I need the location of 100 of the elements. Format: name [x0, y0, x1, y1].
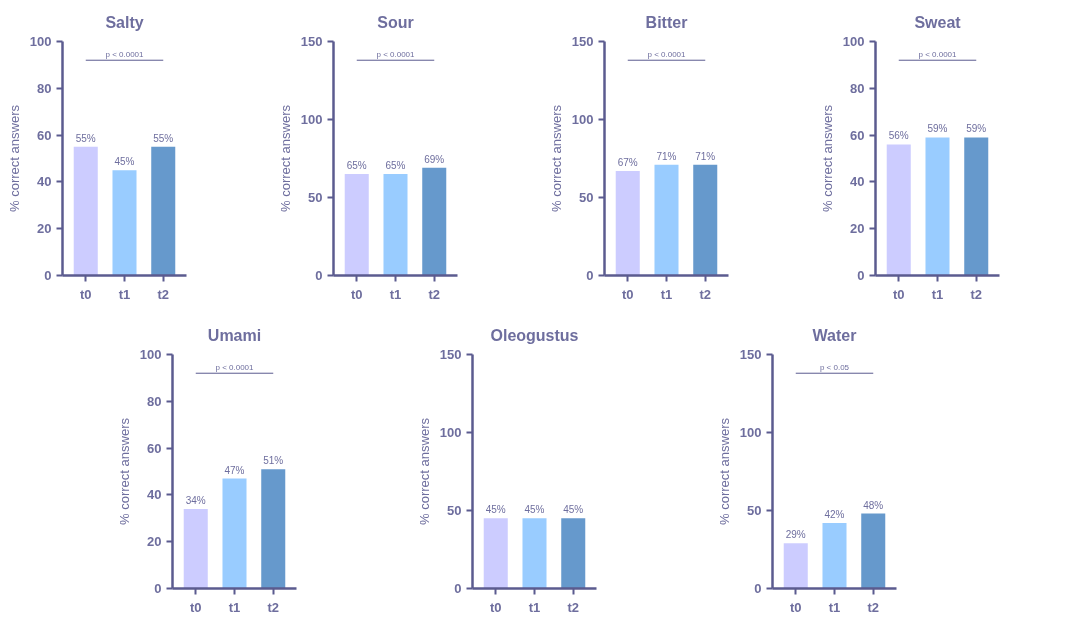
y-tick-label: 50	[447, 503, 462, 518]
y-tick-label: 20	[37, 221, 52, 237]
y-tick-label: 60	[147, 440, 162, 456]
data-label: 65%	[385, 160, 406, 172]
data-label: 34%	[185, 494, 206, 506]
y-tick-label: 0	[44, 268, 52, 283]
x-tick-label: t1	[118, 286, 131, 302]
bar	[222, 478, 247, 589]
y-axis-title: % correct answers	[277, 104, 293, 212]
data-label: 56%	[888, 130, 909, 142]
x-tick-label: t1	[228, 599, 241, 615]
x-tick-label: t0	[489, 599, 502, 615]
x-tick-label: t1	[828, 599, 841, 615]
y-tick-label: 100	[439, 425, 462, 440]
y-tick-label: 0	[857, 268, 865, 283]
y-tick-label: 0	[454, 581, 462, 596]
chart-title: Sour	[377, 13, 414, 31]
data-label: 67%	[617, 156, 638, 168]
data-label: 29%	[785, 529, 806, 541]
y-axis-title: % correct answers	[716, 417, 732, 525]
x-tick-label: t0	[79, 286, 92, 302]
bar	[783, 543, 808, 589]
x-tick-label: t0	[789, 599, 802, 615]
x-tick-label: t1	[389, 286, 402, 302]
y-tick-label: 50	[579, 190, 594, 205]
y-tick-label: 60	[37, 127, 52, 143]
data-label: 55%	[75, 132, 96, 144]
y-tick-label: 100	[842, 34, 865, 49]
x-tick-label: t2	[567, 599, 580, 615]
bar	[822, 522, 847, 589]
x-tick-label: t2	[867, 599, 880, 615]
data-label: 59%	[966, 123, 987, 135]
x-tick-label: t1	[660, 286, 673, 302]
y-tick-label: 0	[754, 581, 762, 596]
y-tick-label: 80	[850, 80, 865, 96]
x-tick-label: t0	[189, 599, 202, 615]
y-tick-label: 80	[37, 80, 52, 96]
y-tick-label: 0	[586, 268, 594, 283]
y-axis-title: % correct answers	[116, 417, 132, 525]
y-tick-label: 100	[139, 347, 162, 362]
x-tick-label: t2	[970, 286, 983, 302]
annotation: p < 0.0001	[215, 363, 255, 373]
data-label: 55%	[153, 132, 174, 144]
y-tick-label: 50	[308, 190, 323, 205]
x-tick-label: t0	[350, 286, 363, 302]
y-tick-label: 0	[154, 581, 162, 596]
y-tick-label: 100	[300, 112, 323, 127]
y-tick-label: 100	[571, 112, 594, 127]
annotation: p < 0.0001	[918, 50, 958, 60]
y-tick-label: 150	[439, 347, 462, 362]
y-axis-title: % correct answers	[548, 104, 564, 212]
x-tick-label: t2	[428, 286, 441, 302]
chart-title: Salty	[105, 13, 144, 31]
y-tick-label: 100	[739, 425, 762, 440]
chart-title: Water	[812, 326, 857, 344]
y-tick-label: 50	[747, 503, 762, 518]
y-tick-label: 60	[850, 127, 865, 143]
data-label: 48%	[863, 499, 884, 511]
chart-title: Umami	[207, 326, 262, 344]
annotation: p < 0.0001	[376, 50, 416, 60]
y-tick-label: 40	[147, 487, 162, 503]
y-tick-label: 80	[147, 393, 162, 409]
y-axis-title: % correct answers	[6, 104, 22, 212]
y-tick-label: 100	[29, 34, 52, 49]
x-tick-label: t2	[699, 286, 712, 302]
data-label: 71%	[695, 150, 716, 162]
data-label: 42%	[824, 508, 845, 520]
y-tick-label: 150	[571, 34, 594, 49]
data-label: 65%	[346, 160, 367, 172]
y-tick-label: 40	[850, 174, 865, 190]
data-label: 45%	[114, 156, 135, 168]
y-tick-label: 0	[315, 268, 323, 283]
chart-title: Bitter	[645, 13, 688, 31]
y-tick-label: 150	[739, 347, 762, 362]
data-label: 71%	[656, 150, 677, 162]
x-tick-label: t2	[157, 286, 170, 302]
data-label: 47%	[224, 464, 245, 476]
y-tick-label: 150	[300, 34, 323, 49]
bar	[861, 513, 886, 589]
data-label: 59%	[927, 123, 948, 135]
bar	[261, 469, 286, 589]
y-axis-title: % correct answers	[416, 417, 432, 525]
x-tick-label: t1	[931, 286, 944, 302]
bar	[183, 508, 208, 589]
x-tick-label: t0	[621, 286, 634, 302]
chart-title: Sweat	[914, 13, 962, 31]
annotation: p < 0.0001	[647, 50, 687, 60]
x-tick-label: t1	[528, 599, 541, 615]
x-tick-label: t2	[267, 599, 280, 615]
data-label: 45%	[563, 504, 584, 516]
y-tick-label: 20	[147, 534, 162, 550]
data-label: 45%	[485, 504, 506, 516]
y-tick-label: 20	[850, 221, 865, 237]
x-tick-label: t0	[892, 286, 905, 302]
data-label: 51%	[263, 455, 284, 467]
chart-title: Oleogustus	[490, 326, 579, 344]
data-label: 69%	[424, 153, 445, 165]
annotation: p < 0.0001	[105, 50, 145, 60]
data-label: 45%	[524, 504, 545, 516]
y-tick-label: 40	[37, 174, 52, 190]
